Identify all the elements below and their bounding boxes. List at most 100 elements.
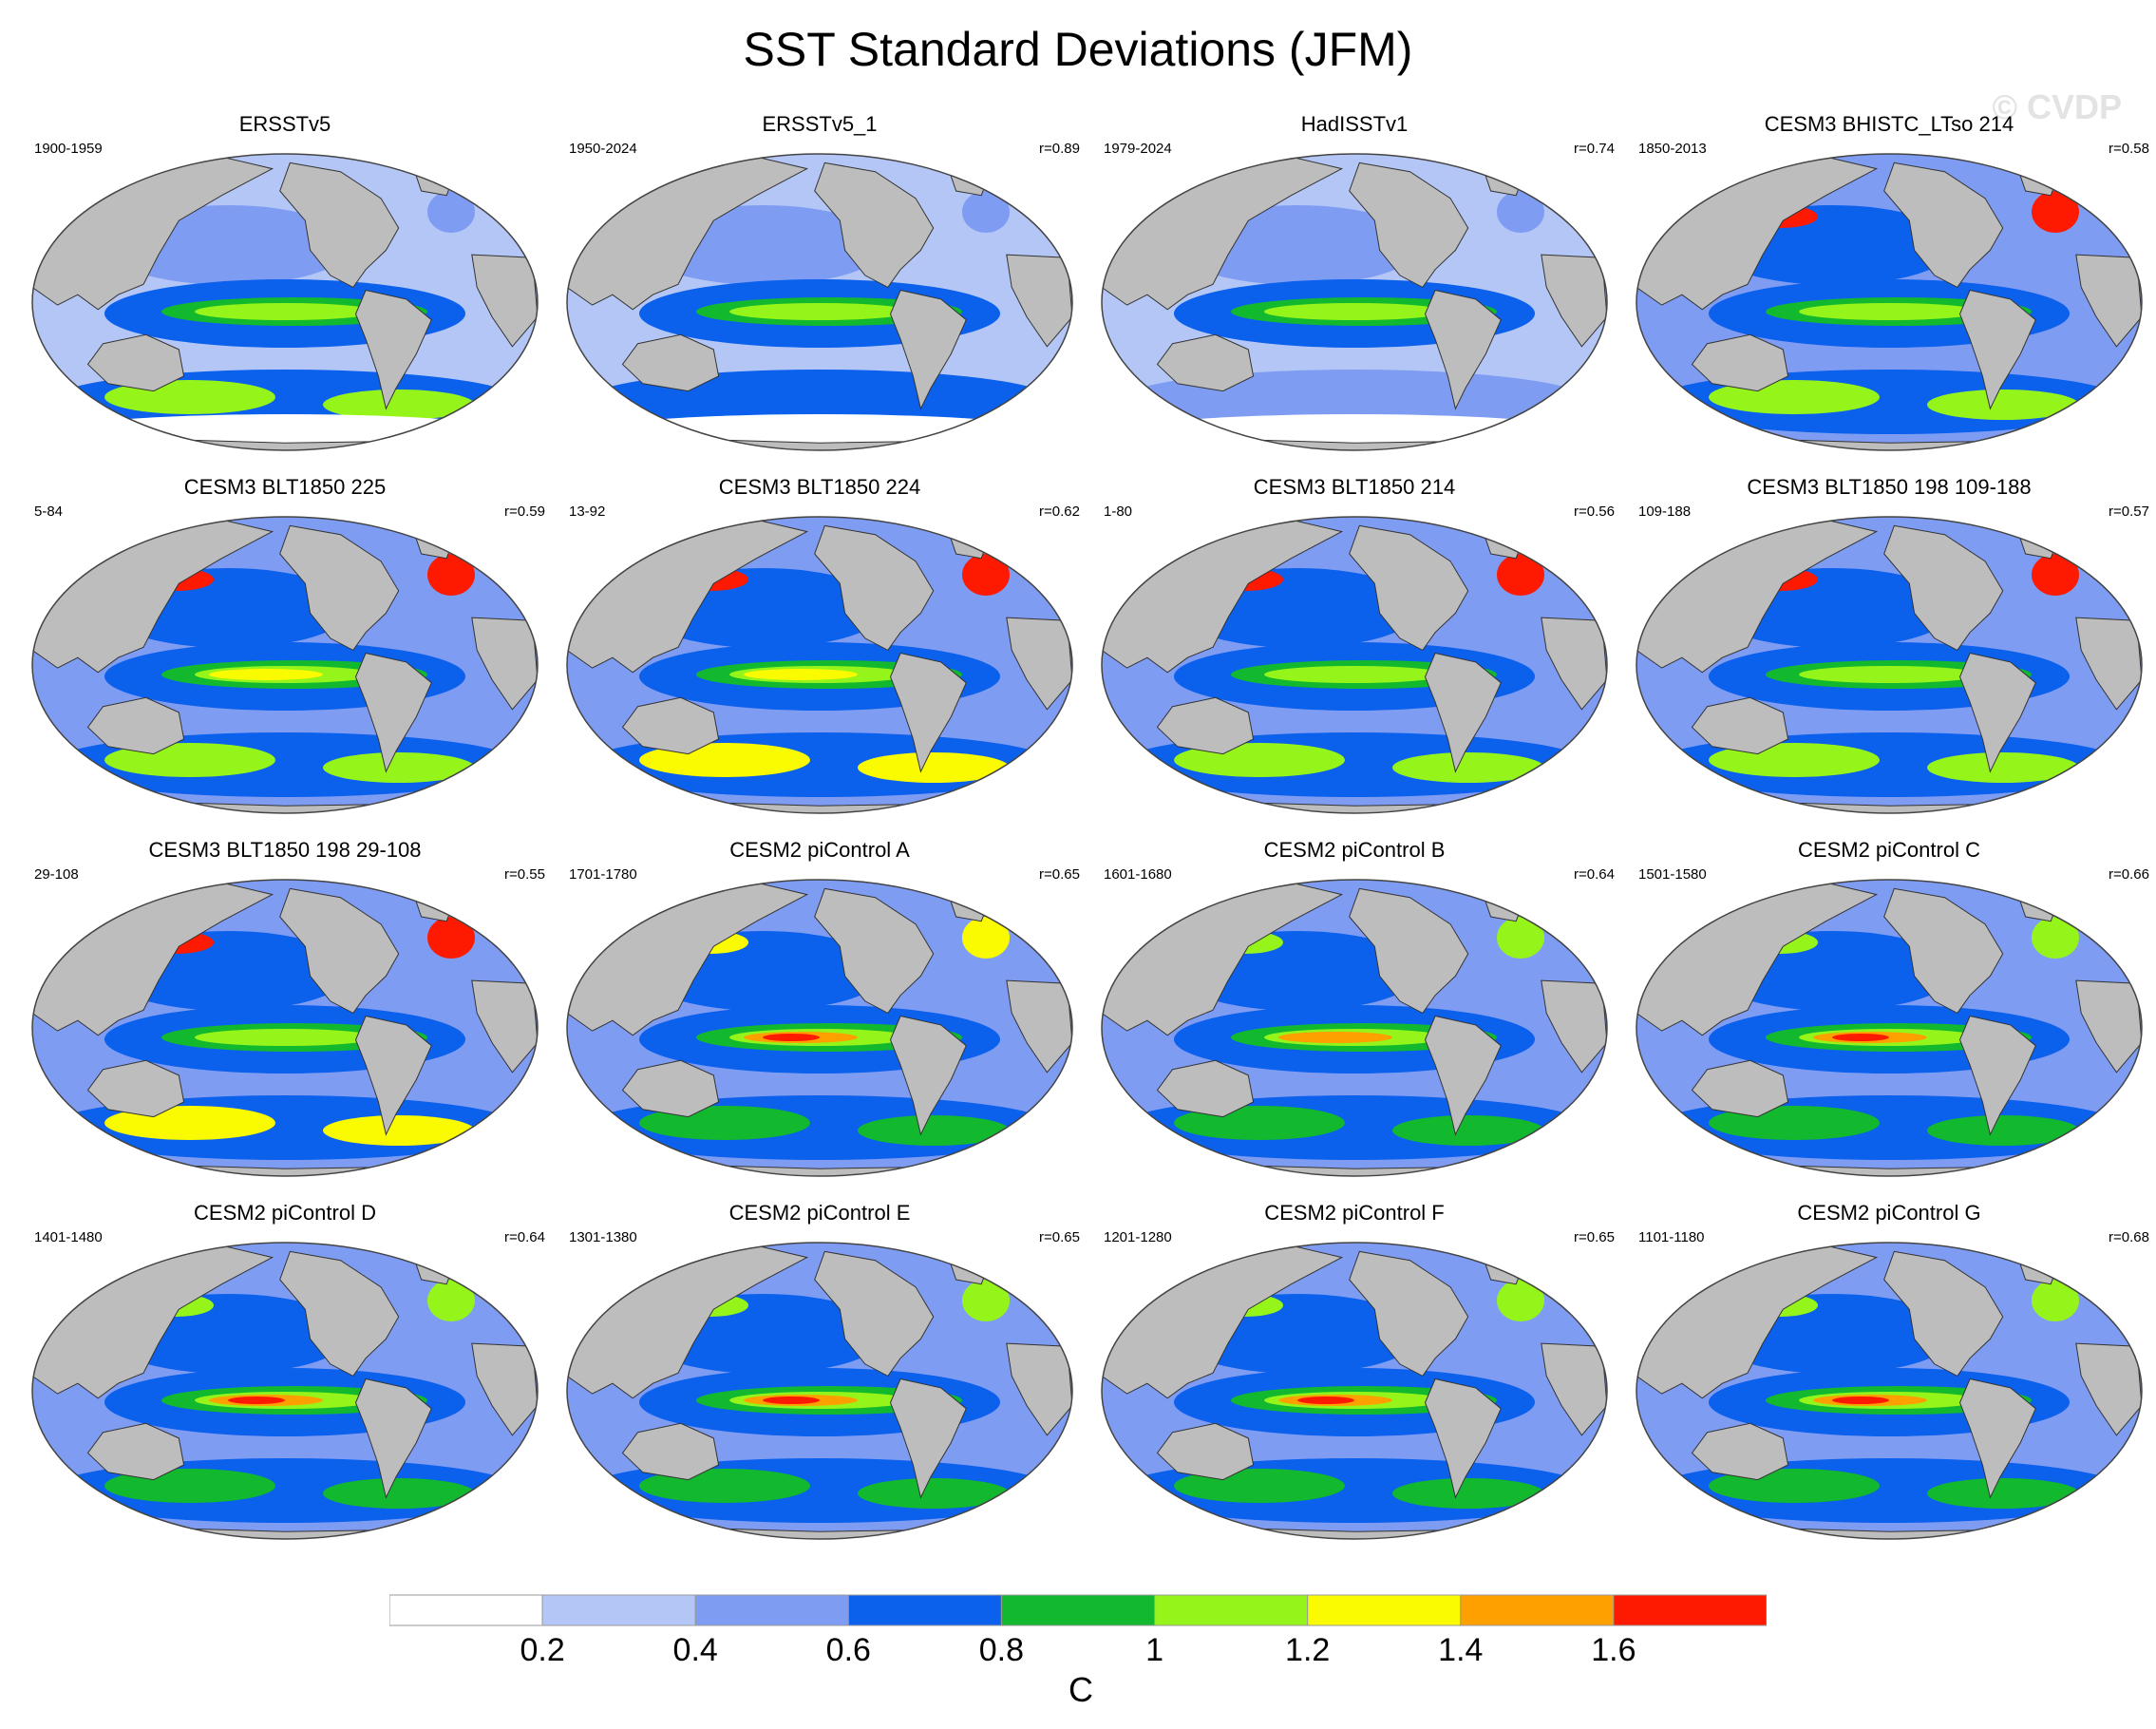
- southern-ocean-core: [858, 1115, 1010, 1146]
- sst-stddev-map: [566, 1242, 1073, 1540]
- panel-pattern-correlation: r=0.57: [2109, 504, 2149, 520]
- land-australia: [1691, 1059, 1789, 1118]
- map-border: [566, 516, 1073, 814]
- panel-pattern-correlation: r=0.62: [1039, 504, 1080, 520]
- land-australia: [621, 1422, 720, 1481]
- map-panel: CESM2 piControl E 1301-1380 r=0.65: [554, 1201, 1086, 1545]
- colorbar-tick-label: 1.6: [1591, 1632, 1636, 1668]
- enso-core: [1264, 303, 1445, 320]
- north-atlantic-hotspot: [962, 554, 1010, 596]
- land-north-america: [1883, 162, 2004, 289]
- land-australia: [1691, 696, 1789, 755]
- southern-ocean-band: [47, 1458, 522, 1523]
- southern-ocean-core: [1392, 1115, 1544, 1146]
- panel-period: 1601-1680: [1104, 866, 1172, 883]
- southern-ocean-band: [47, 1095, 522, 1160]
- southern-ocean-band: [1652, 732, 2127, 797]
- panel-period: 5-84: [34, 504, 64, 520]
- enso-max: [1832, 1396, 1889, 1404]
- cvdp-watermark: © CVDP: [1992, 87, 2122, 126]
- land-south-america: [1958, 652, 2036, 773]
- map-border: [566, 879, 1073, 1177]
- map-border: [31, 879, 539, 1177]
- land-australia: [1691, 333, 1789, 392]
- southern-ocean-core: [323, 752, 475, 783]
- southern-ocean-core: [323, 1115, 475, 1146]
- map-border: [1636, 516, 2143, 814]
- sst-stddev-map: [1636, 516, 2143, 814]
- land-north-america: [1349, 1250, 1469, 1378]
- north-atlantic-hotspot: [1497, 1280, 1544, 1321]
- map-panel: CESM3 BLT1850 225 5-84 r=0.59: [19, 475, 551, 819]
- panel-title: CESM3 BLT1850 224: [718, 475, 921, 499]
- colorbar-units: C: [1069, 1670, 1093, 1709]
- land-south-america: [1958, 289, 2036, 410]
- map-border: [1101, 879, 1608, 1177]
- map-border: [1636, 879, 2143, 1177]
- colorbar-box: [1613, 1594, 1767, 1626]
- map-panel: CESM2 piControl A 1701-1780 r=0.65: [554, 838, 1086, 1182]
- panel-title: CESM2 piControl G: [1797, 1201, 1981, 1225]
- sst-stddev-map: [566, 153, 1073, 451]
- southern-ocean-core: [1392, 390, 1544, 420]
- land-south-america: [889, 1378, 967, 1499]
- panel-title: CESM3 BLT1850 214: [1253, 475, 1456, 499]
- map-panel: CESM3 BLT1850 198 29-108 29-108 r=0.55: [19, 838, 551, 1182]
- land-north-america: [1883, 887, 2004, 1015]
- enso-max: [1832, 1034, 1889, 1041]
- enso-core: [1799, 303, 1979, 320]
- land-south-america: [1424, 1015, 1502, 1136]
- colorbar-tick-label: 0.6: [825, 1632, 871, 1668]
- north-atlantic-hotspot: [1497, 917, 1544, 959]
- north-atlantic-hotspot: [962, 1280, 1010, 1321]
- panel-title: CESM3 BLT1850 198 29-108: [148, 838, 422, 862]
- southern-ocean-core: [1927, 1478, 2079, 1509]
- sst-stddev-map: [1636, 1242, 2143, 1540]
- panel-period: 1501-1580: [1638, 866, 1707, 883]
- north-atlantic-hotspot: [2032, 1280, 2079, 1321]
- land-north-america: [279, 1250, 400, 1378]
- southern-ocean-core: [323, 1478, 475, 1509]
- sst-stddev-map: [1101, 1242, 1608, 1540]
- map-border: [1101, 153, 1608, 451]
- colorbar-tick-label: 1.4: [1438, 1632, 1484, 1668]
- southern-ocean-band: [1117, 1458, 1592, 1523]
- panel-pattern-correlation: r=0.65: [1039, 1229, 1080, 1245]
- north-atlantic-hotspot: [1497, 554, 1544, 596]
- north-atlantic-hotspot: [427, 917, 475, 959]
- map-panel: CESM3 BLT1850 214 1-80 r=0.56: [1088, 475, 1620, 819]
- map-panel: CESM3 BLT1850 198 109-188 109-188 r=0.57: [1623, 475, 2155, 819]
- panel-pattern-correlation: r=0.89: [1039, 141, 1080, 157]
- southern-ocean-core: [858, 752, 1010, 783]
- colorbar-tick-label: 1.2: [1285, 1632, 1331, 1668]
- map-panel: ERSSTv5 1900-1959: [19, 112, 551, 456]
- panel-pattern-correlation: r=0.65: [1574, 1229, 1615, 1245]
- southern-ocean-core: [323, 390, 475, 420]
- southern-ocean-core: [1392, 752, 1544, 783]
- map-border: [1636, 1242, 2143, 1540]
- colorbar-box: [1460, 1594, 1615, 1626]
- enso-max: [228, 1396, 285, 1404]
- panel-period: 1401-1480: [34, 1229, 103, 1245]
- land-south-america: [889, 1015, 967, 1136]
- panel-period: 1101-1180: [1638, 1229, 1705, 1245]
- panel-title: CESM2 piControl C: [1798, 838, 1980, 862]
- enso-core: [195, 1029, 375, 1046]
- sst-stddev-map: [31, 1242, 539, 1540]
- sst-stddev-map: [31, 516, 539, 814]
- sst-stddev-map: [31, 879, 539, 1177]
- southern-ocean-core: [858, 390, 1010, 420]
- southern-ocean-core: [1392, 1478, 1544, 1509]
- sst-stddev-map: [1636, 153, 2143, 451]
- land-australia: [1156, 1059, 1255, 1118]
- panel-pattern-correlation: r=0.56: [1574, 504, 1615, 520]
- panel-title: CESM3 BLT1850 198 109-188: [1747, 475, 2032, 499]
- panel-period: 1-80: [1104, 504, 1133, 520]
- panel-pattern-correlation: r=0.65: [1039, 866, 1080, 883]
- land-north-america: [814, 162, 935, 289]
- colorbar-box: [1307, 1594, 1462, 1626]
- map-border: [566, 153, 1073, 451]
- enso-peak: [209, 669, 323, 680]
- southern-ocean-core: [1927, 1115, 2079, 1146]
- map-border: [31, 516, 539, 814]
